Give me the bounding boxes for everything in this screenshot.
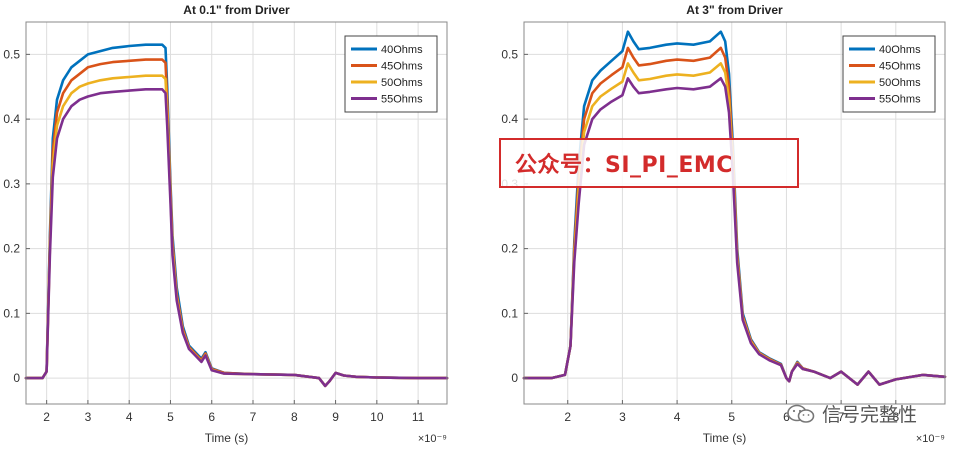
legend-label: 40Ohms [879,44,921,56]
chart-panel-1: 2 3 4 5 6 7 8 9 10 11 0 0.1 0.2 0.3 0.4 0.5 At 0.1" from… [3,3,449,445]
y-tick-label: 0.4 [3,112,20,126]
y-tick-label: 0 [511,371,518,385]
x-tick-label: 9 [332,410,339,424]
y-tick-label: 0.5 [501,47,518,61]
legend-label: 40Ohms [381,44,423,56]
x-tick-label: 5 [167,410,174,424]
x-tick-label: 11 [412,410,425,424]
x-tick-label: 8 [291,410,298,424]
series-line-55Ohms [522,77,947,386]
legend-label: 45Ohms [381,61,423,73]
legend: 40Ohms 45Ohms 50Ohms 55Ohms [842,35,936,113]
x-axis-label: Time (s) [703,431,747,445]
watermark-corner-text: 信号完整性 [822,404,918,426]
y-tick-label: 0.1 [3,306,20,320]
x-tick-label: 2 [43,410,50,424]
x-tick-label: 3 [619,410,626,424]
x-axis-exponent: ×10⁻⁹ [418,433,447,445]
x-tick-label: 5 [728,410,735,424]
y-tick-label: 0.2 [3,242,20,256]
x-axis-label: Time (s) [205,431,249,445]
watermark-box: 公众号：SI_PI_EMC [499,138,799,188]
x-tick-label: 3 [85,410,92,424]
y-tick-label: 0.5 [3,47,20,61]
series-line-55Ohms [24,88,449,388]
x-tick-label: 4 [126,410,133,424]
y-tick-label: 0.3 [3,177,20,191]
x-tick-label: 6 [208,410,215,424]
legend-label: 45Ohms [879,61,921,73]
x-tick-label: 8 [892,410,899,424]
x-tick-label: 10 [370,410,384,424]
x-tick-label: 2 [564,410,571,424]
x-axis-exponent: ×10⁻⁹ [916,433,945,445]
watermark-text: 公众号：SI_PI_EMC [515,153,733,178]
x-tick-label: 7 [250,410,257,424]
x-tick-label: 7 [838,410,845,424]
y-tick-label: 0.1 [501,306,518,320]
legend-label: 50Ohms [381,77,423,89]
chart-title: At 3" from Driver [686,3,783,17]
plot-frame [25,21,448,405]
watermark-corner: 信号完整性 [786,400,917,427]
y-tick-label: 0.4 [501,112,518,126]
legend-label: 55Ohms [381,94,423,106]
plot-frame [523,21,946,405]
legend: 40Ohms 45Ohms 50Ohms 55Ohms [344,35,438,113]
y-tick-label: 0 [13,371,20,385]
legend-label: 55Ohms [879,94,921,106]
x-tick-label: 6 [783,410,790,424]
x-tick-label: 4 [674,410,681,424]
chart-title: At 0.1" from Driver [183,3,290,17]
legend-label: 50Ohms [879,77,921,89]
y-tick-label: 0.2 [501,242,518,256]
wechat-icon [787,404,815,423]
